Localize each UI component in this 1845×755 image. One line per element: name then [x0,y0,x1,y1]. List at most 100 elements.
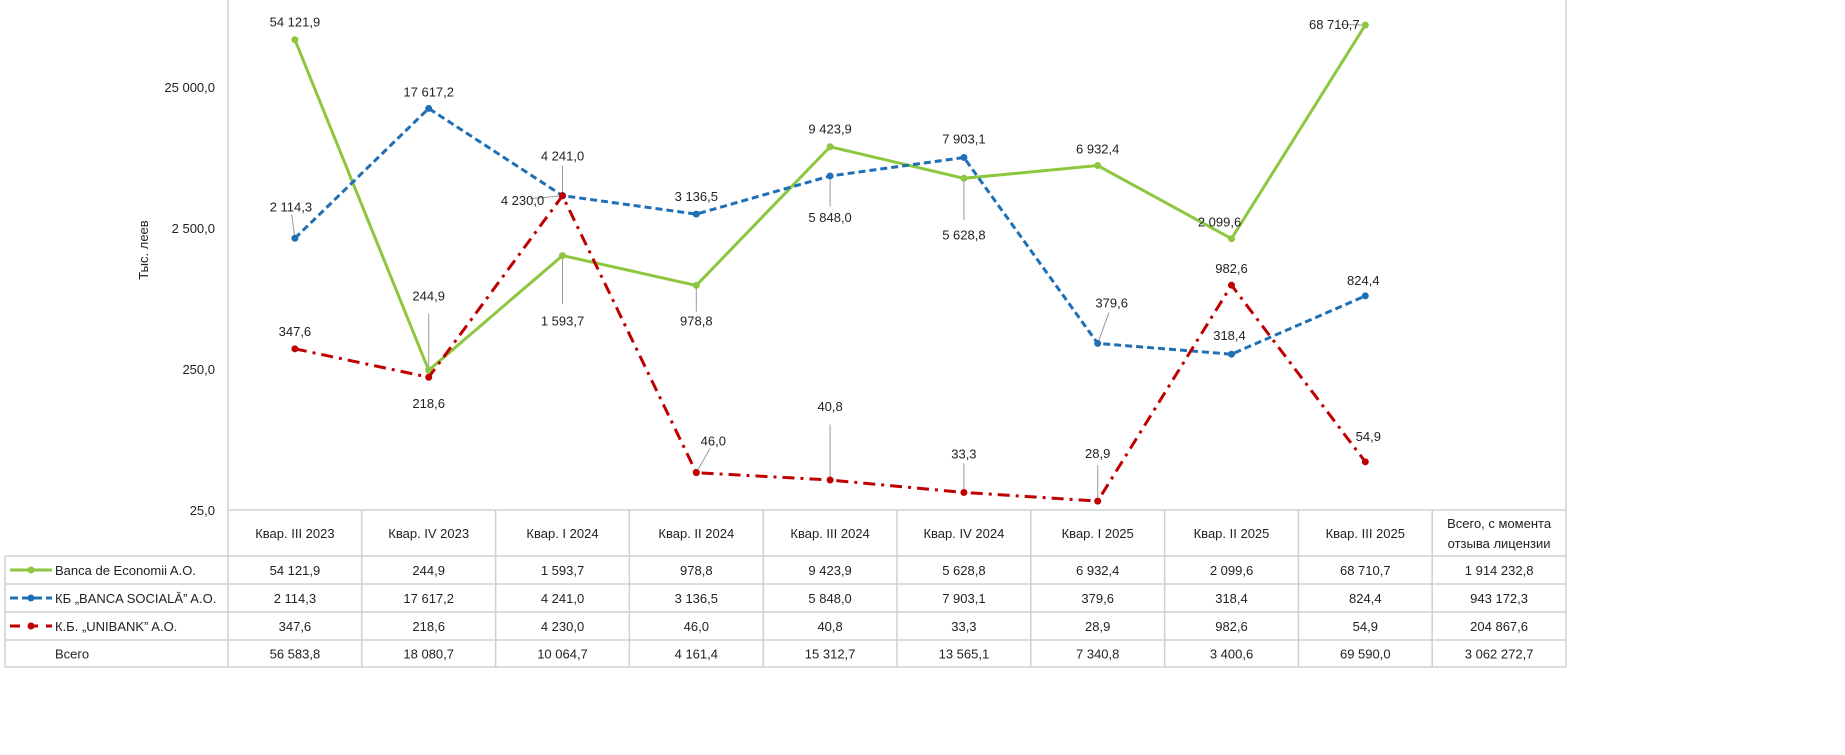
table-cell: 5 628,8 [942,563,985,578]
data-label: 17 617,2 [403,84,454,99]
table-cell: 6 932,4 [1076,563,1119,578]
x-category-label: Квар. III 2025 [1326,526,1405,541]
data-label: 982,6 [1215,261,1248,276]
data-point[interactable] [291,234,299,242]
total-header-line2: отзыва лицензии [1448,536,1551,551]
table-cell: 244,9 [412,563,445,578]
table-cell: 68 710,7 [1340,563,1391,578]
data-label: 1 593,7 [541,314,584,329]
data-point[interactable] [1228,350,1235,358]
x-category-label: Квар. III 2023 [255,526,334,541]
data-point[interactable] [1228,281,1235,289]
data-point[interactable] [425,366,433,374]
label-leader-line [530,195,563,200]
data-point[interactable] [291,36,299,44]
label-leader-line [695,448,711,473]
data-label: 824,4 [1347,273,1380,288]
data-point[interactable] [1228,235,1235,243]
data-point[interactable] [692,210,700,218]
table-cell: 7 903,1 [942,591,985,606]
table-cell: 3 136,5 [675,591,718,606]
x-category-label: Квар. IV 2024 [923,526,1004,541]
table-cell: 54 121,9 [270,563,321,578]
data-label: 5 628,8 [942,227,985,242]
data-point[interactable] [960,174,968,182]
table-cell: 46,0 [684,619,709,634]
label-leader-line [291,214,296,239]
table-cell: 69 590,0 [1340,647,1391,662]
data-label: 978,8 [680,313,713,328]
table-total-cell: 943 172,3 [1470,591,1528,606]
legend-label[interactable]: Banca de Economii A.O. [55,563,196,578]
x-category-label: Квар. II 2025 [1194,526,1270,541]
table-cell: 4 230,0 [541,619,584,634]
table-cell: 978,8 [680,563,713,578]
data-point[interactable] [291,345,299,353]
table-total-cell: 204 867,6 [1470,619,1528,634]
data-label: 33,3 [951,446,976,461]
data-label: 9 423,9 [808,122,851,137]
data-point[interactable] [559,252,566,260]
table-cell: 4 161,4 [675,647,718,662]
table-cell: 824,4 [1349,591,1382,606]
table-cell: 17 617,2 [403,591,454,606]
table-cell: 33,3 [951,619,976,634]
data-point[interactable] [1094,497,1102,505]
table-cell: 7 340,8 [1076,647,1119,662]
data-point[interactable] [425,104,433,112]
data-label: 5 848,0 [808,210,851,225]
data-point[interactable] [559,192,566,200]
y-tick-label: 25 000,0 [164,80,215,95]
data-point[interactable] [692,281,700,289]
x-category-label: Квар. I 2024 [526,526,598,541]
data-label: 7 903,1 [942,132,985,147]
data-point[interactable] [692,469,700,477]
x-category-label: Квар. II 2024 [658,526,734,541]
data-label: 4 241,0 [541,149,584,164]
data-label: 379,6 [1095,295,1128,310]
data-label: 40,8 [817,399,842,414]
data-point[interactable] [960,154,968,162]
table-cell: 13 565,1 [939,647,990,662]
legend-label[interactable]: К.Б. „UNIBANK” A.O. [55,619,177,634]
data-label: 3 136,5 [675,189,718,204]
table-cell: 318,4 [1215,591,1248,606]
data-label: 244,9 [412,288,445,303]
table-total-cell: 1 914 232,8 [1465,563,1534,578]
data-point[interactable] [1361,21,1369,29]
data-label: 28,9 [1085,446,1110,461]
table-cell: 40,8 [817,619,842,634]
data-point[interactable] [960,488,968,496]
data-point[interactable] [1094,162,1102,170]
legend-label[interactable]: КБ „BANCA SOCIALĂ” A.O. [55,591,216,606]
data-point[interactable] [425,373,433,381]
table-cell: 2 099,6 [1210,563,1253,578]
table-cell: 56 583,8 [270,647,321,662]
data-point[interactable] [826,143,834,151]
table-cell: 5 848,0 [808,591,851,606]
y-tick-label: 25,0 [190,503,215,518]
table-cell: 4 241,0 [541,591,584,606]
data-label: 318,4 [1213,328,1246,343]
y-tick-label: 250,0 [182,362,215,377]
x-category-label: Квар. IV 2023 [388,526,469,541]
data-point[interactable] [1361,292,1369,300]
table-cell: 347,6 [279,619,312,634]
data-point[interactable] [1094,339,1102,347]
data-label: 2 099,6 [1198,215,1241,230]
data-point[interactable] [826,172,834,180]
total-header-line1: Всего, с момента [1447,516,1552,531]
data-point[interactable] [826,476,834,484]
data-label: 54,9 [1356,429,1381,444]
table-cell: 10 064,7 [537,647,588,662]
table-cell: 2 114,3 [274,591,316,606]
table-cell: 218,6 [412,619,445,634]
y-axis-label: Тыс. леев [136,220,151,279]
label-leader-line [1340,23,1366,26]
data-label: 46,0 [701,434,726,449]
x-category-label: Квар. III 2024 [790,526,869,541]
x-category-label: Квар. I 2025 [1062,526,1134,541]
data-point[interactable] [1361,458,1369,466]
